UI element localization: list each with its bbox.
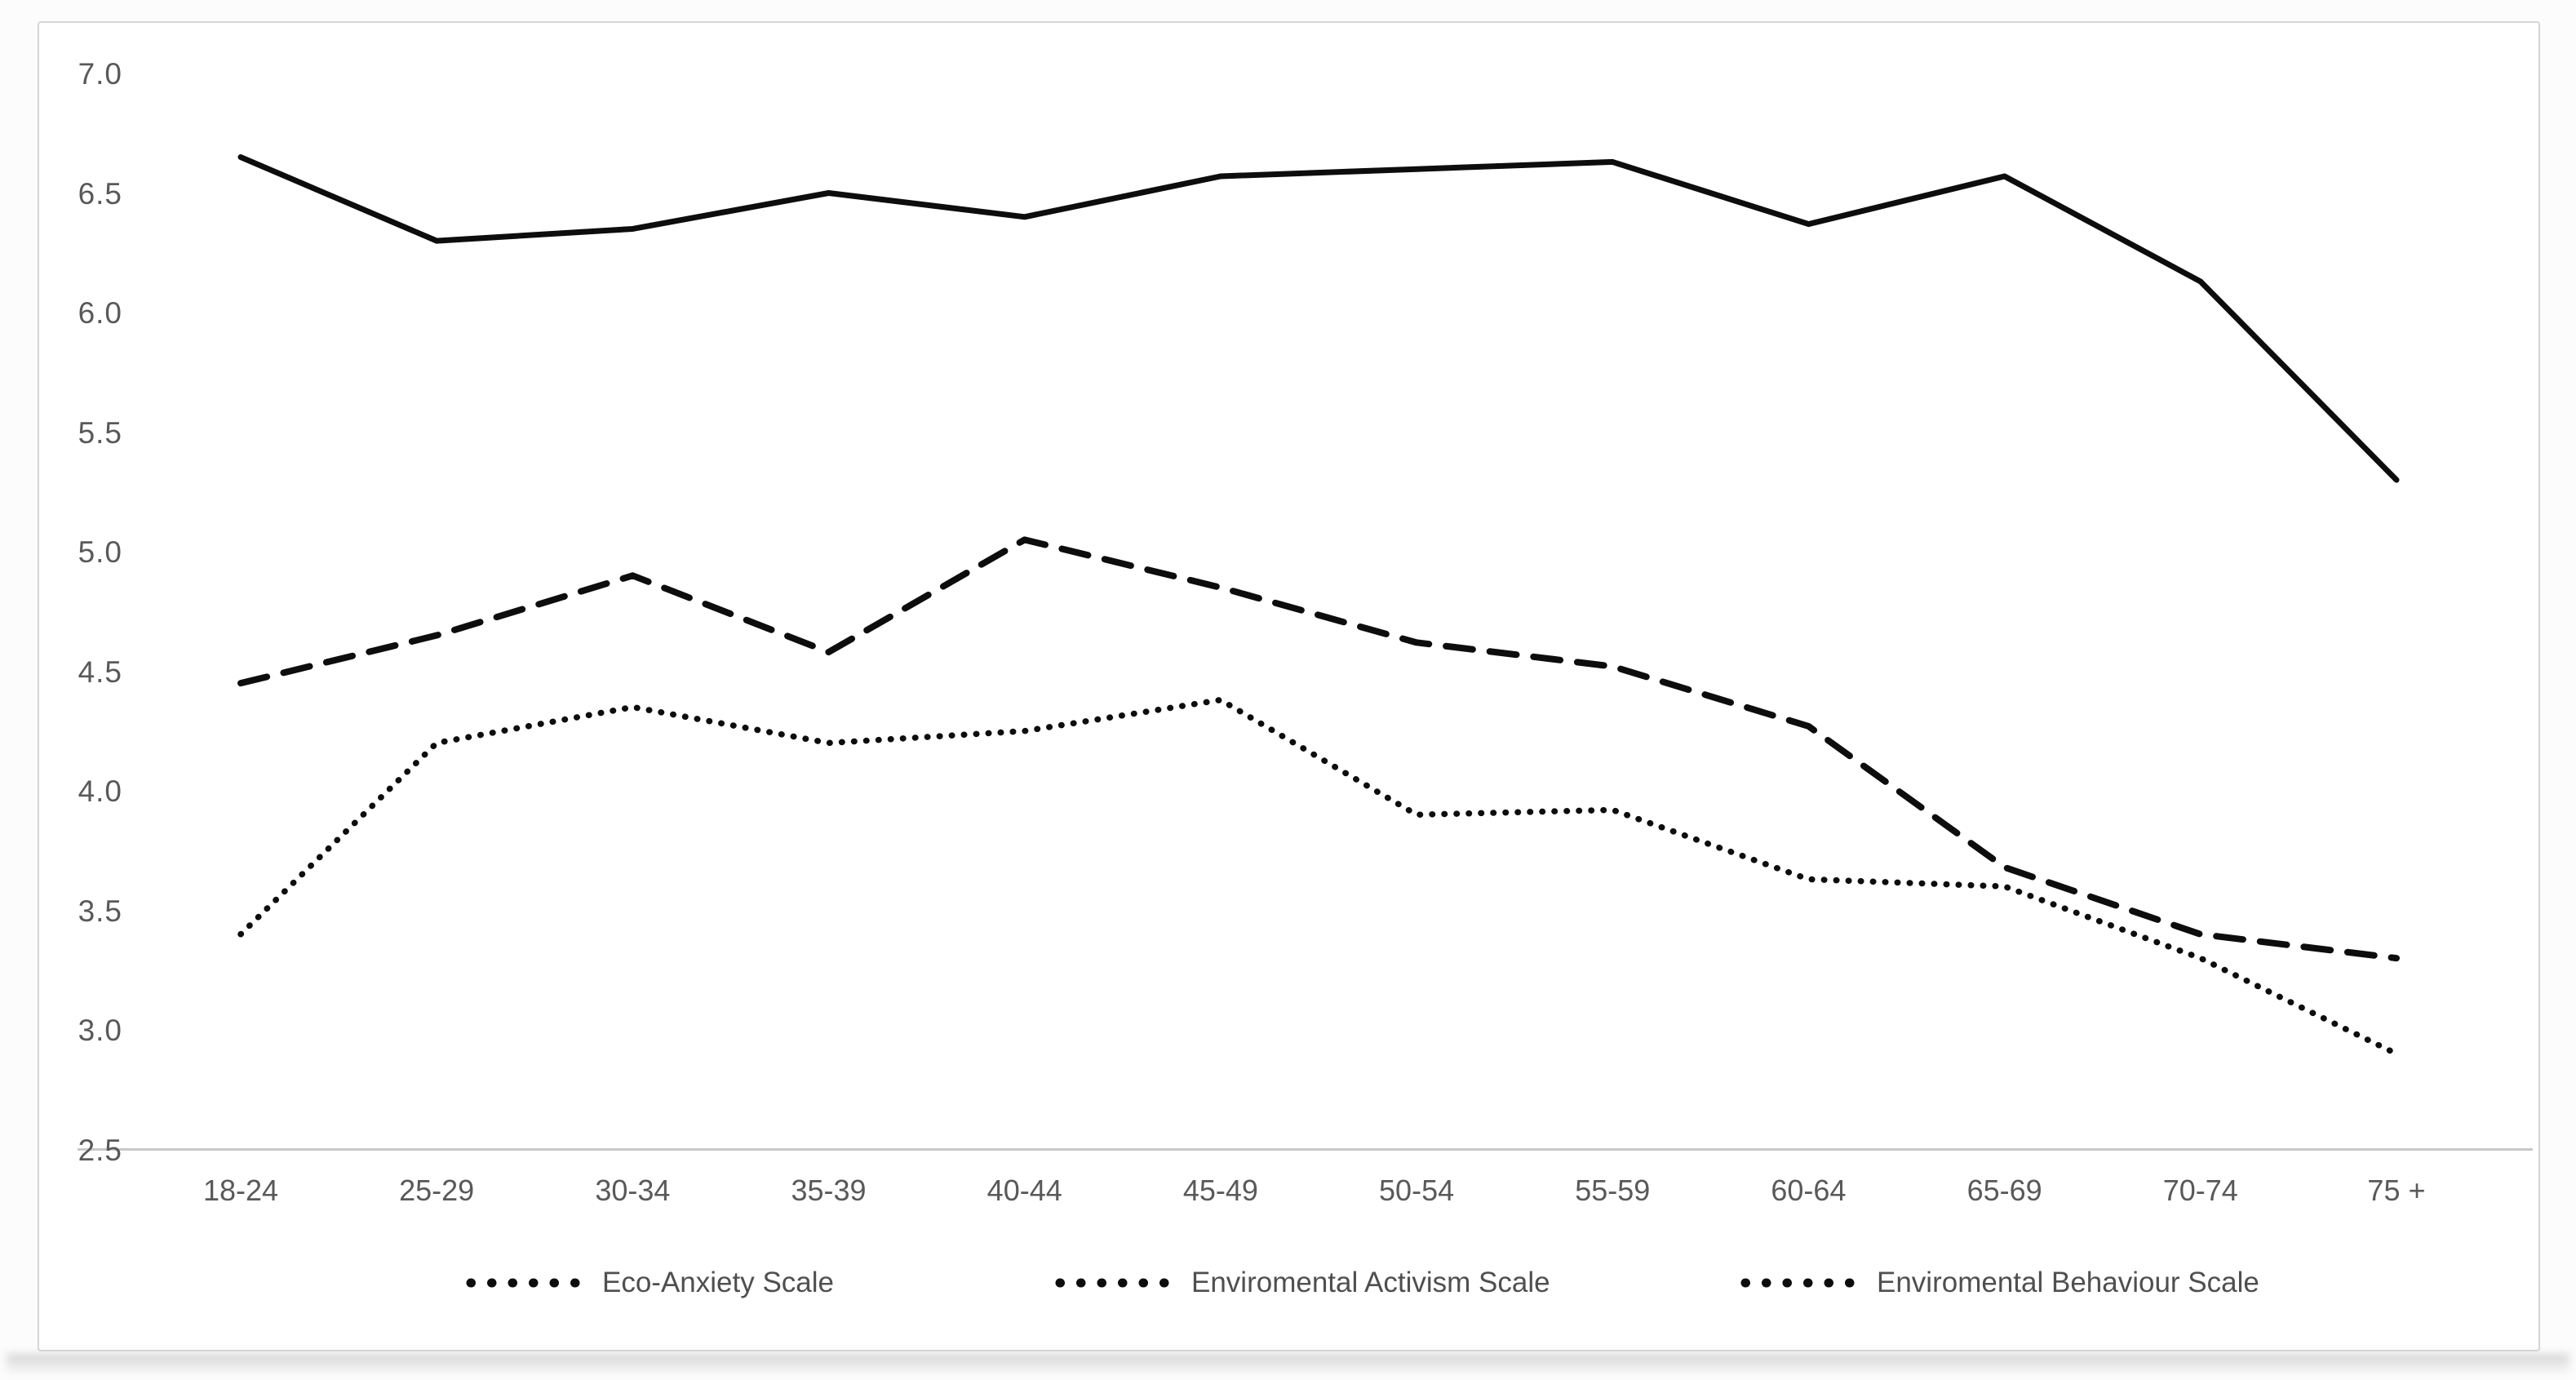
series-line-behaviour (237, 696, 2400, 1058)
x-tick-label: 18-24 (202, 1174, 279, 1207)
x-tick-label: 70-74 (2162, 1174, 2238, 1207)
screenshot-bottom-shadow (7, 1354, 2569, 1373)
y-tick-label: 3.5 (78, 894, 122, 928)
x-tick-label: 45-49 (1182, 1174, 1258, 1207)
legend-label: Enviromental Behaviour Scale (1877, 1267, 2259, 1298)
x-tick-label: 25-29 (399, 1174, 475, 1207)
legend-item-activism: Enviromental Activism Scale (1054, 1267, 1550, 1299)
x-tick-label: 40-44 (987, 1174, 1062, 1207)
x-tick-label: 35-39 (791, 1174, 867, 1207)
dotted-line-marker-icon (1055, 1278, 1177, 1288)
y-tick-label: 2.5 (78, 1133, 122, 1167)
series-line-eco-anxiety (237, 154, 2400, 483)
legend-item-behaviour: Enviromental Behaviour Scale (1740, 1267, 2259, 1299)
legend-label: Eco-Anxiety Scale (602, 1267, 835, 1298)
y-tick-label: 4.5 (78, 655, 122, 689)
y-tick-label: 4.0 (78, 774, 122, 808)
y-tick-label: 6.0 (78, 296, 122, 330)
x-tick-label: 50-54 (1379, 1174, 1455, 1207)
y-tick-label: 6.5 (78, 176, 122, 211)
y-tick-label: 7.0 (78, 57, 122, 91)
x-tick-label: 60-64 (1771, 1174, 1847, 1207)
legend-label: Enviromental Activism Scale (1191, 1267, 1550, 1298)
y-tick-label: 5.0 (78, 535, 122, 569)
legend-item-eco-anxiety: Eco-Anxiety Scale (465, 1267, 834, 1299)
y-tick-label: 3.0 (78, 1014, 122, 1047)
x-tick-label: 55-59 (1575, 1174, 1651, 1207)
y-tick-label: 5.5 (78, 415, 122, 450)
x-tick-label: 30-34 (595, 1174, 671, 1207)
x-tick-label: 75 + (2367, 1174, 2426, 1207)
dotted-line-marker-icon (466, 1278, 588, 1288)
dotted-line-marker-icon (1740, 1278, 1863, 1288)
series-line-activism (237, 536, 2400, 962)
x-tick-label: 65-69 (1966, 1174, 2042, 1207)
